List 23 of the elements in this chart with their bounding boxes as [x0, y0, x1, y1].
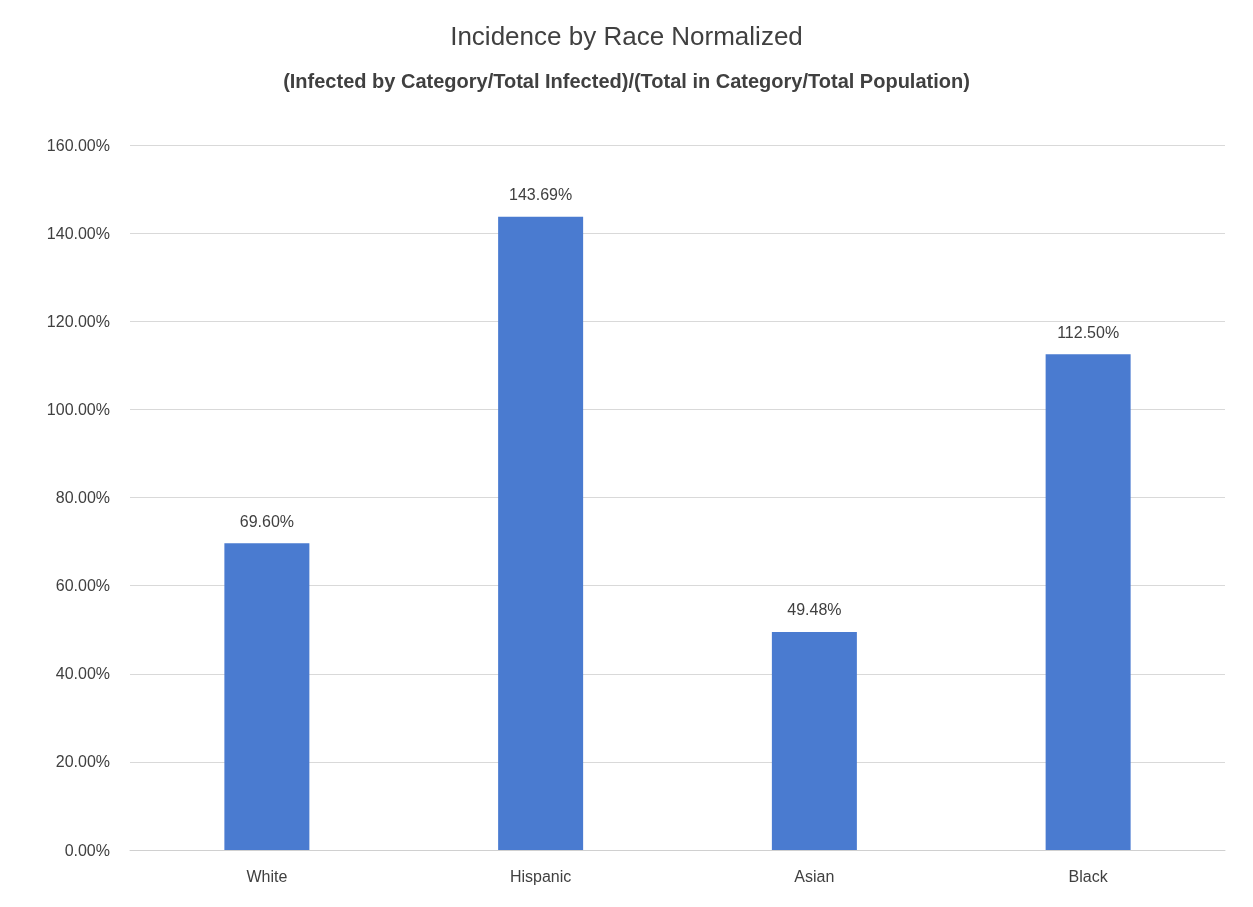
x-tick-label: Asian — [794, 867, 835, 885]
bar — [224, 543, 310, 850]
data-label: 49.48% — [787, 601, 842, 619]
data-label: 143.69% — [509, 186, 573, 204]
bar — [498, 216, 584, 850]
y-tick-label: 0.00% — [64, 841, 110, 859]
x-tick-label: Black — [1068, 867, 1109, 885]
chart-title: Incidence by Race Normalized — [450, 21, 803, 51]
y-tick-label: 100.00% — [46, 400, 110, 418]
y-tick-label: 80.00% — [55, 489, 110, 506]
data-label: 69.60% — [239, 512, 295, 530]
y-tick-label: 20.00% — [55, 753, 110, 771]
x-tick-label: Hispanic — [509, 867, 572, 885]
y-tick-label: 120.00% — [46, 312, 110, 330]
y-tick-label: 160.00% — [46, 136, 110, 154]
y-tick-label: 60.00% — [55, 577, 110, 595]
y-tick-label: 40.00% — [55, 665, 110, 683]
bar — [1045, 354, 1131, 850]
chart-subtitle: (Infected by Category/Total Infected)/(Total in Category/Total Population) — [283, 70, 970, 92]
bar — [771, 631, 857, 850]
x-tick-label: White — [246, 867, 288, 885]
data-label: 112.50% — [1057, 323, 1120, 341]
y-tick-label: 140.00% — [46, 224, 110, 242]
